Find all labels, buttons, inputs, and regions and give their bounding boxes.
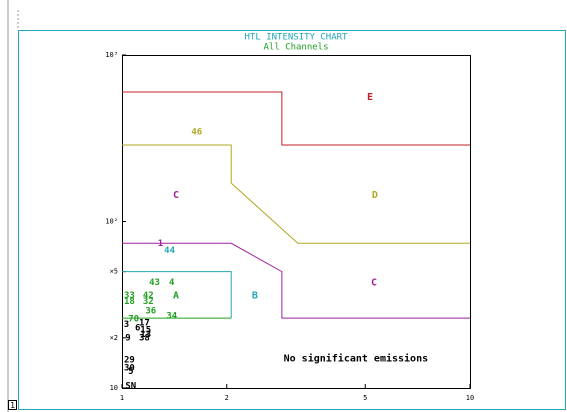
x-tick-label: 2 bbox=[225, 394, 229, 402]
point-label: 43 bbox=[149, 278, 160, 288]
x-tick-label: 5 bbox=[363, 394, 367, 402]
y-tick-label: 10 bbox=[110, 384, 118, 392]
point-label: 34 bbox=[166, 312, 177, 322]
point-label: 70 bbox=[128, 314, 139, 324]
point-label: 44 bbox=[164, 246, 175, 256]
point-label: 18 bbox=[124, 297, 135, 307]
point-label: 33 bbox=[124, 291, 135, 301]
point-label: SN bbox=[125, 381, 136, 391]
chart-subtitle: All Channels bbox=[263, 43, 328, 53]
point-label: 5 bbox=[128, 367, 133, 377]
point-label: 46 bbox=[191, 127, 202, 137]
zone-label: C bbox=[173, 190, 179, 201]
point-label: 30 bbox=[124, 363, 135, 373]
chart-title: HTL INTENSITY CHART bbox=[245, 33, 349, 43]
point-label: 6 bbox=[135, 323, 140, 333]
point-label: 32 bbox=[143, 297, 154, 307]
x-tick-label: 1 bbox=[120, 394, 124, 402]
point-label: 13 bbox=[140, 330, 151, 340]
point-label: 38 bbox=[139, 333, 150, 343]
point-label: 3 bbox=[124, 320, 129, 330]
zone-boundary bbox=[122, 144, 470, 244]
zone-label: E bbox=[367, 92, 373, 103]
zone-boundary bbox=[122, 271, 232, 319]
point-label: 15 bbox=[140, 326, 151, 336]
annotation: No significant emissions bbox=[284, 353, 429, 365]
y-tick-label: 10² bbox=[105, 218, 118, 226]
page-button[interactable] bbox=[8, 400, 17, 410]
zone-label: C bbox=[371, 278, 377, 289]
point-label: 42 bbox=[143, 291, 154, 301]
point-label: 29 bbox=[124, 356, 135, 366]
point-label: 36 bbox=[145, 307, 156, 317]
y-tick-label: 10³ bbox=[105, 51, 118, 59]
page-number[interactable]: 1 bbox=[10, 401, 15, 410]
zone-label: D bbox=[372, 190, 378, 201]
point-label: 1 bbox=[158, 239, 163, 249]
point-label: 9 bbox=[125, 333, 130, 343]
y-tick-label: ×5 bbox=[110, 268, 118, 276]
point-label: 17 bbox=[139, 319, 150, 329]
zone-boundary bbox=[122, 242, 470, 319]
zone-label: A bbox=[173, 290, 179, 301]
zone-label: B bbox=[252, 290, 258, 301]
point-label: 4 bbox=[169, 278, 175, 288]
y-tick-label: ×2 bbox=[110, 334, 118, 342]
chart-frame bbox=[18, 30, 566, 410]
plot-area bbox=[122, 55, 471, 389]
x-tick-label: 10 bbox=[466, 394, 474, 402]
zone-boundary bbox=[122, 91, 470, 146]
